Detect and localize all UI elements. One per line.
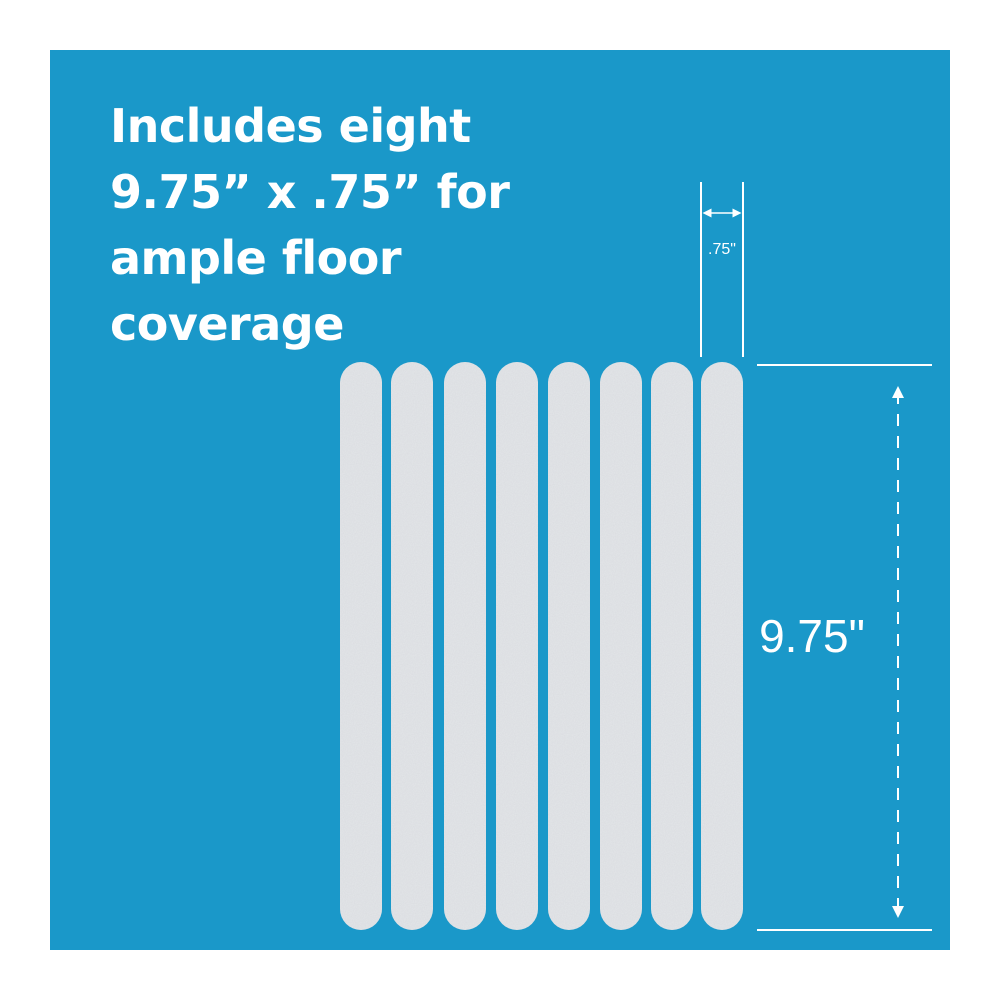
strip bbox=[444, 362, 486, 930]
strips bbox=[340, 362, 743, 930]
headline-line: coverage bbox=[110, 297, 344, 351]
strip bbox=[548, 362, 590, 930]
headline: Includes eight 9.75” x .75” for ample fl… bbox=[110, 99, 511, 351]
strip bbox=[496, 362, 538, 930]
width-dimension bbox=[700, 182, 744, 357]
strip bbox=[600, 362, 642, 930]
strip bbox=[391, 362, 433, 930]
headline-line: Includes eight bbox=[110, 99, 471, 153]
length-dimension bbox=[757, 364, 932, 931]
strip bbox=[340, 362, 382, 930]
length-label: 9.75" bbox=[759, 610, 865, 662]
strip bbox=[651, 362, 693, 930]
headline-line: ample floor bbox=[110, 231, 402, 285]
headline-line: 9.75” x .75” for bbox=[110, 165, 510, 219]
width-label: .75" bbox=[708, 241, 736, 258]
strip bbox=[701, 362, 743, 930]
